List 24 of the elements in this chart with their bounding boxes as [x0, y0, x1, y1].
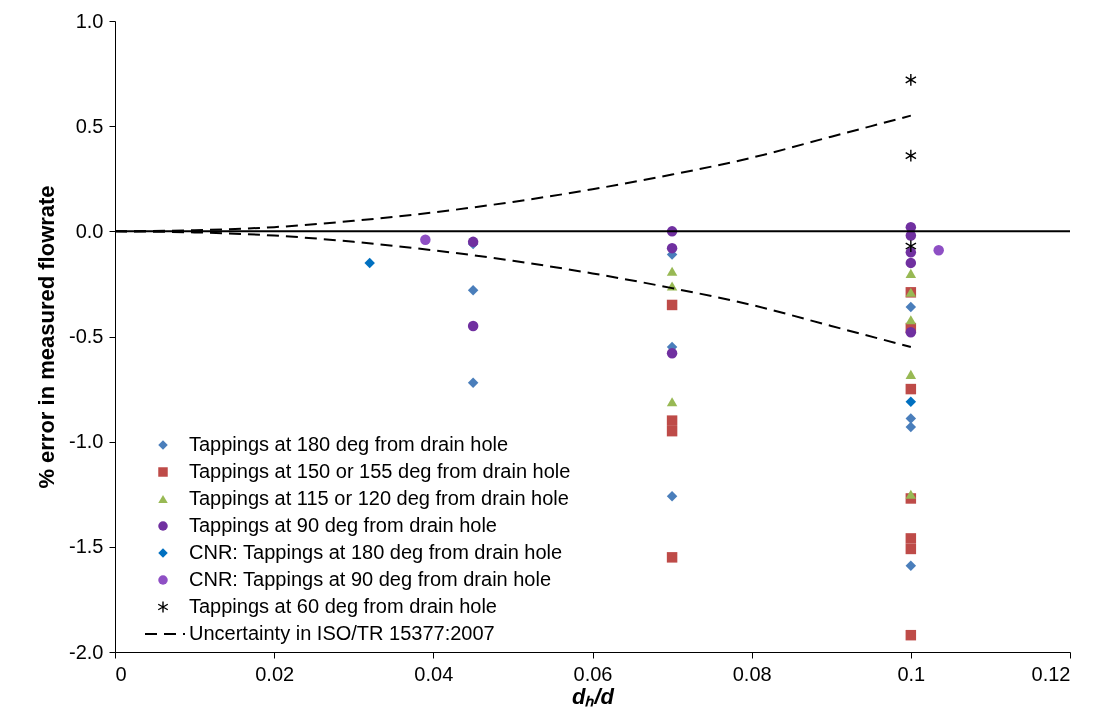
- x-tick-label: 0.02: [255, 662, 295, 685]
- legend-label: Tappings at 180 deg from drain hole: [189, 433, 509, 455]
- x-tick-label: 0.04: [414, 662, 454, 685]
- legend-label: Uncertainty in ISO/TR 15377:2007: [189, 622, 495, 644]
- y-tick-label: -1.0: [69, 430, 104, 453]
- x-tick-label: 0.12: [1031, 662, 1071, 685]
- y-tick-label: 0.0: [75, 219, 104, 242]
- x-tick-label: 0.08: [732, 662, 772, 685]
- x-tick-label: 0: [115, 662, 127, 685]
- y-axis-title: % error in measured flowrate: [34, 185, 60, 489]
- y-tick-label: 1.0: [75, 9, 104, 32]
- legend-label: Tappings at 150 or 155 deg from drain hole: [189, 460, 571, 482]
- x-tick-label: 0.1: [897, 662, 926, 685]
- legend-label: Tappings at 60 deg from drain hole: [189, 595, 497, 617]
- legend-label: CNR: Tappings at 180 deg from drain hole: [189, 541, 563, 563]
- legend-label: CNR: Tappings at 90 deg from drain hole: [189, 568, 552, 590]
- legend-label: Tappings at 90 deg from drain hole: [189, 514, 497, 536]
- x-tick-label: 0.06: [573, 662, 613, 685]
- y-tick-label: -1.5: [69, 535, 104, 558]
- y-tick-label: -0.5: [69, 325, 104, 347]
- y-tick-label: -2.0: [69, 640, 104, 663]
- x-axis-title: dₕ/d: [572, 683, 615, 709]
- y-tick-label: 0.5: [75, 114, 104, 137]
- legend-label: Tappings at 115 or 120 deg from drain hole: [189, 487, 569, 509]
